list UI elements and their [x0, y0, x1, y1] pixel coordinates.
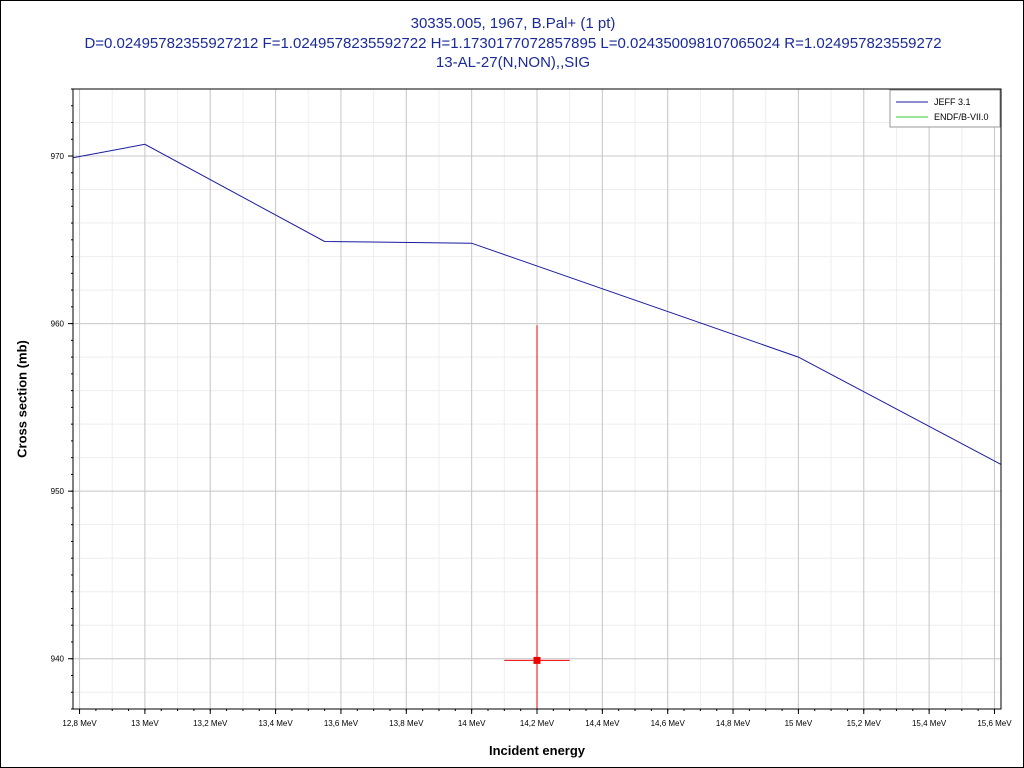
chart-title-line-2: D=0.02495782355927212 F=1.02495782355927… — [84, 35, 942, 52]
x-tick-label: 13,2 MeV — [193, 719, 228, 728]
x-axis-label: Incident energy — [489, 743, 586, 758]
chart-title-line-3: 13-AL-27(N,NON),,SIG — [435, 54, 591, 71]
legend-label-1: ENDF/B-VII.0 — [934, 112, 989, 122]
x-tick-label: 14,2 MeV — [520, 719, 555, 728]
data-point — [533, 656, 541, 664]
chart-title-line-1: 30335.005, 1967, B.Pal+ (1 pt) — [410, 15, 616, 32]
grid — [73, 88, 1001, 709]
legend-label-0: JEFF 3.1 — [934, 97, 971, 107]
y-tick-label: 950 — [51, 487, 65, 496]
x-tick-label: 15 MeV — [785, 719, 813, 728]
y-tick-label: 960 — [51, 320, 65, 329]
axis-ticks: 12,8 MeV 13 MeV 13,2 MeV 13,4 MeV 13,6 MeV 13… — [51, 88, 1012, 728]
x-tick-label: 14,6 MeV — [651, 719, 686, 728]
x-tick-label: 13,4 MeV — [258, 719, 293, 728]
legend-box — [889, 89, 1001, 128]
legend[interactable]: JEFF 3.1 ENDF/B-VII.0 — [889, 89, 1001, 128]
x-tick-label: 14,4 MeV — [585, 719, 620, 728]
experimental-points — [504, 325, 570, 709]
x-tick-label: 14,8 MeV — [716, 719, 751, 728]
x-tick-label: 13,6 MeV — [324, 719, 359, 728]
y-tick-label: 970 — [51, 152, 65, 161]
x-tick-label: 12,8 MeV — [62, 719, 97, 728]
x-tick-label: 13,8 MeV — [389, 719, 424, 728]
x-tick-label: 14 MeV — [458, 719, 486, 728]
x-tick-label: 15,2 MeV — [847, 719, 882, 728]
y-axis-label: Cross section (mb) — [14, 340, 29, 458]
series-line-0 — [72, 143, 1002, 465]
y-tick-label: 940 — [51, 655, 65, 664]
x-tick-label: 15,6 MeV — [977, 719, 1012, 728]
series-layer — [72, 143, 1002, 465]
x-tick-label: 13 MeV — [131, 719, 159, 728]
x-tick-label: 15,4 MeV — [912, 719, 947, 728]
